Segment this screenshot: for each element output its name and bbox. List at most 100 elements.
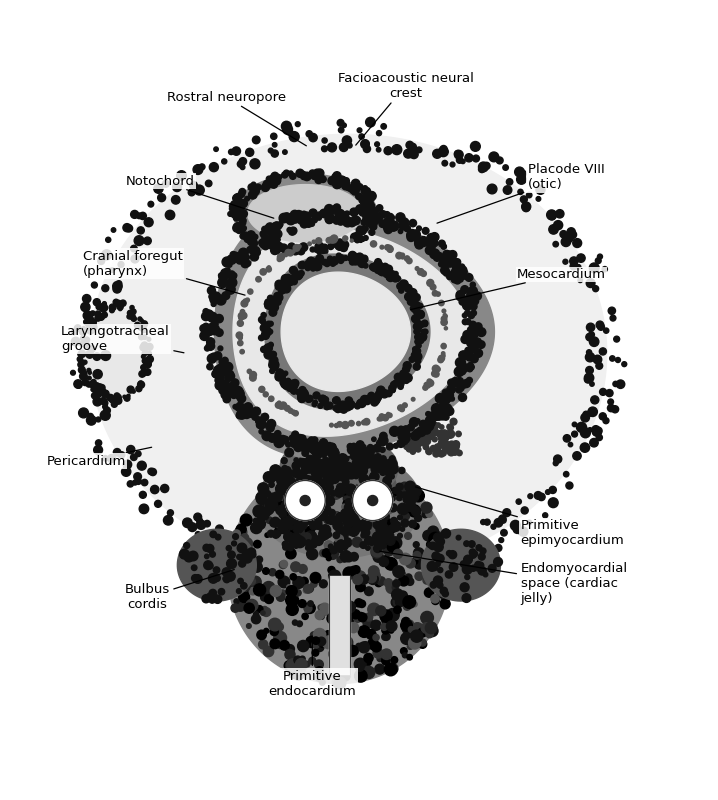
Circle shape	[78, 362, 84, 368]
Circle shape	[350, 442, 355, 446]
Circle shape	[276, 593, 285, 602]
Circle shape	[443, 266, 448, 272]
Circle shape	[304, 442, 309, 448]
Circle shape	[465, 347, 472, 354]
Circle shape	[184, 542, 190, 549]
Circle shape	[419, 269, 423, 273]
Circle shape	[385, 265, 393, 273]
Circle shape	[362, 477, 368, 483]
Circle shape	[470, 322, 477, 329]
Circle shape	[365, 514, 371, 522]
Circle shape	[355, 405, 362, 411]
Circle shape	[438, 567, 443, 573]
Circle shape	[126, 446, 135, 454]
Circle shape	[283, 554, 293, 564]
Circle shape	[241, 582, 247, 589]
Circle shape	[236, 257, 243, 264]
Circle shape	[455, 276, 462, 282]
Circle shape	[266, 330, 271, 335]
Circle shape	[364, 212, 372, 220]
Circle shape	[439, 301, 443, 305]
Circle shape	[206, 593, 215, 602]
Circle shape	[393, 580, 400, 587]
Circle shape	[382, 555, 390, 563]
Circle shape	[202, 594, 210, 603]
Circle shape	[470, 288, 476, 294]
Circle shape	[260, 231, 266, 236]
Circle shape	[279, 246, 283, 250]
Circle shape	[251, 248, 256, 253]
Circle shape	[96, 384, 103, 391]
Circle shape	[361, 140, 369, 149]
Polygon shape	[248, 185, 363, 242]
Circle shape	[368, 638, 378, 650]
Text: Endomyocardial
space (cardiac
jelly): Endomyocardial space (cardiac jelly)	[380, 551, 628, 605]
Circle shape	[342, 123, 346, 127]
Circle shape	[351, 451, 361, 461]
Circle shape	[416, 147, 422, 153]
Circle shape	[80, 336, 85, 341]
Circle shape	[276, 483, 287, 495]
Circle shape	[411, 506, 421, 516]
Circle shape	[404, 431, 411, 438]
Circle shape	[430, 422, 438, 430]
Circle shape	[398, 467, 405, 474]
Circle shape	[232, 205, 238, 211]
Circle shape	[210, 316, 215, 322]
Circle shape	[290, 210, 299, 219]
Circle shape	[269, 482, 274, 487]
Circle shape	[522, 204, 530, 212]
Circle shape	[360, 229, 365, 234]
Circle shape	[319, 395, 327, 403]
Circle shape	[358, 238, 363, 242]
Circle shape	[307, 510, 312, 515]
Circle shape	[221, 382, 229, 390]
Circle shape	[409, 357, 415, 362]
Circle shape	[470, 549, 476, 556]
Circle shape	[379, 221, 386, 227]
Circle shape	[369, 396, 373, 401]
Circle shape	[136, 213, 142, 218]
Circle shape	[255, 184, 261, 190]
Circle shape	[323, 398, 328, 403]
Circle shape	[584, 376, 592, 383]
Circle shape	[265, 498, 278, 511]
Circle shape	[412, 602, 417, 606]
Circle shape	[320, 531, 325, 537]
Circle shape	[192, 574, 199, 582]
Circle shape	[447, 550, 452, 556]
Circle shape	[357, 422, 360, 426]
Circle shape	[289, 266, 297, 274]
Circle shape	[443, 437, 448, 442]
Circle shape	[192, 565, 197, 570]
Circle shape	[439, 240, 445, 247]
Circle shape	[327, 442, 337, 452]
Circle shape	[333, 172, 341, 180]
Circle shape	[330, 421, 339, 430]
Circle shape	[456, 552, 461, 556]
Circle shape	[300, 558, 308, 566]
Circle shape	[275, 280, 283, 288]
Circle shape	[357, 470, 361, 475]
Circle shape	[270, 369, 274, 374]
Circle shape	[304, 584, 312, 594]
Circle shape	[499, 538, 504, 542]
Circle shape	[275, 623, 284, 631]
Circle shape	[276, 504, 287, 515]
Circle shape	[297, 492, 307, 502]
Circle shape	[86, 382, 91, 387]
Circle shape	[360, 418, 368, 425]
Circle shape	[413, 429, 422, 438]
Circle shape	[384, 663, 397, 676]
Circle shape	[368, 522, 378, 532]
Circle shape	[442, 590, 449, 597]
Circle shape	[348, 402, 355, 410]
Circle shape	[455, 378, 464, 386]
Circle shape	[400, 370, 406, 377]
Circle shape	[345, 397, 353, 405]
Circle shape	[398, 591, 407, 600]
Circle shape	[285, 650, 295, 659]
Circle shape	[340, 214, 346, 219]
Circle shape	[323, 465, 328, 470]
Circle shape	[369, 196, 374, 202]
